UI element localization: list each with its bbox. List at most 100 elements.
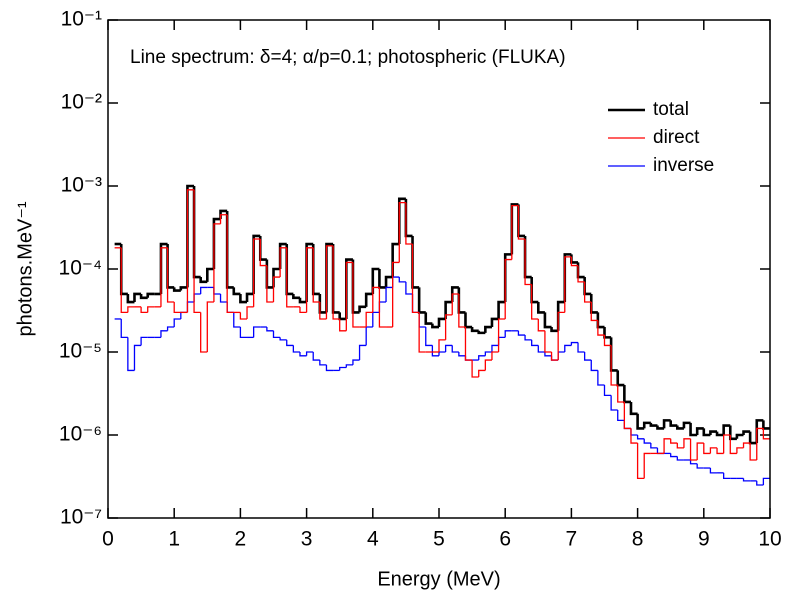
histogram-step (576, 262, 585, 279)
histogram-step (636, 413, 645, 430)
histogram-step (358, 344, 367, 361)
histogram-step (531, 339, 539, 347)
histogram-step (696, 442, 704, 460)
histogram-step (636, 435, 645, 440)
histogram-step (385, 286, 393, 303)
histogram-step (517, 204, 526, 238)
histogram-step (617, 410, 625, 422)
histogram-step (372, 286, 380, 313)
histogram-step (636, 443, 645, 480)
histogram-step (258, 235, 267, 261)
y-tick-label: 10⁻² (61, 91, 102, 114)
histogram-step (431, 323, 439, 329)
histogram-step (239, 327, 248, 339)
histogram-step (160, 330, 168, 338)
histogram-step (517, 330, 526, 336)
histogram-step (756, 427, 764, 460)
histogram-step (504, 258, 512, 319)
histogram-step (140, 336, 148, 346)
histogram-step (497, 318, 506, 352)
histogram-step (537, 345, 545, 353)
histogram-step (180, 311, 188, 319)
histogram-step (736, 447, 744, 454)
histogram-step (200, 286, 208, 294)
histogram-step (311, 244, 320, 296)
x-tick-label: 3 (301, 528, 313, 551)
histogram-step (583, 352, 592, 361)
histogram-step (139, 293, 148, 300)
histogram-step (299, 306, 307, 314)
histogram-step (458, 352, 466, 357)
histogram-step (543, 312, 552, 329)
histogram-step (464, 327, 473, 361)
x-tick-label: 8 (632, 528, 644, 551)
histogram-step (630, 428, 638, 444)
histogram-step (610, 395, 618, 411)
histogram-step (537, 318, 545, 332)
histogram-step (723, 434, 731, 454)
histogram-step (292, 345, 300, 353)
histogram-step (583, 281, 592, 303)
histogram-step (570, 254, 579, 264)
histogram-step (391, 242, 400, 278)
histogram-step (689, 459, 698, 465)
histogram-step (491, 344, 499, 352)
histogram-step (186, 301, 195, 313)
histogram-step (729, 435, 737, 455)
histogram-step (398, 277, 406, 283)
histogram-step (266, 327, 274, 332)
histogram-step (127, 306, 135, 313)
histogram-step (762, 477, 770, 485)
histogram-step (200, 312, 208, 353)
histogram-step (259, 238, 267, 267)
y-tick-label: 10⁻⁵ (59, 340, 102, 363)
histogram-step (120, 318, 128, 339)
histogram-step (670, 438, 678, 444)
histogram-step (444, 314, 453, 340)
histogram-step (345, 261, 353, 331)
histogram-step (603, 327, 612, 339)
histogram-step (762, 420, 770, 430)
histogram-step (272, 276, 281, 303)
histogram-step (286, 339, 294, 347)
histogram-step (225, 210, 234, 289)
histogram-step (305, 247, 314, 313)
histogram-step (762, 428, 770, 440)
histogram-step (206, 267, 214, 282)
legend-label: total (653, 99, 689, 120)
histogram-step (147, 306, 155, 313)
histogram-step (305, 351, 314, 356)
histogram-step (662, 419, 671, 429)
histogram-step (285, 244, 294, 296)
histogram-step (372, 311, 380, 328)
histogram-step (643, 452, 651, 479)
histogram-step (491, 351, 499, 361)
histogram-step (405, 202, 413, 245)
histogram-step (524, 335, 532, 341)
histogram-step (126, 293, 135, 304)
histogram-step (742, 430, 751, 435)
histogram-step (140, 306, 148, 314)
histogram-step (193, 293, 201, 303)
histogram-step (358, 305, 367, 313)
histogram-step (669, 420, 678, 427)
histogram-step (656, 425, 665, 430)
histogram-step (597, 320, 605, 336)
histogram-step (325, 364, 334, 372)
histogram-step (232, 287, 241, 296)
histogram-step (470, 327, 479, 333)
histogram-step (226, 302, 234, 314)
histogram-step (735, 433, 744, 439)
histogram-step (352, 262, 360, 328)
histogram-step (186, 189, 195, 313)
histogram-step (676, 456, 684, 461)
histogram-step (557, 351, 565, 361)
histogram-step (642, 421, 651, 429)
histogram-step (378, 301, 387, 313)
histogram-step (193, 189, 201, 314)
histogram-step (663, 438, 671, 454)
histogram-step (471, 360, 479, 378)
histogram-step (133, 292, 142, 303)
histogram-step (537, 302, 545, 314)
